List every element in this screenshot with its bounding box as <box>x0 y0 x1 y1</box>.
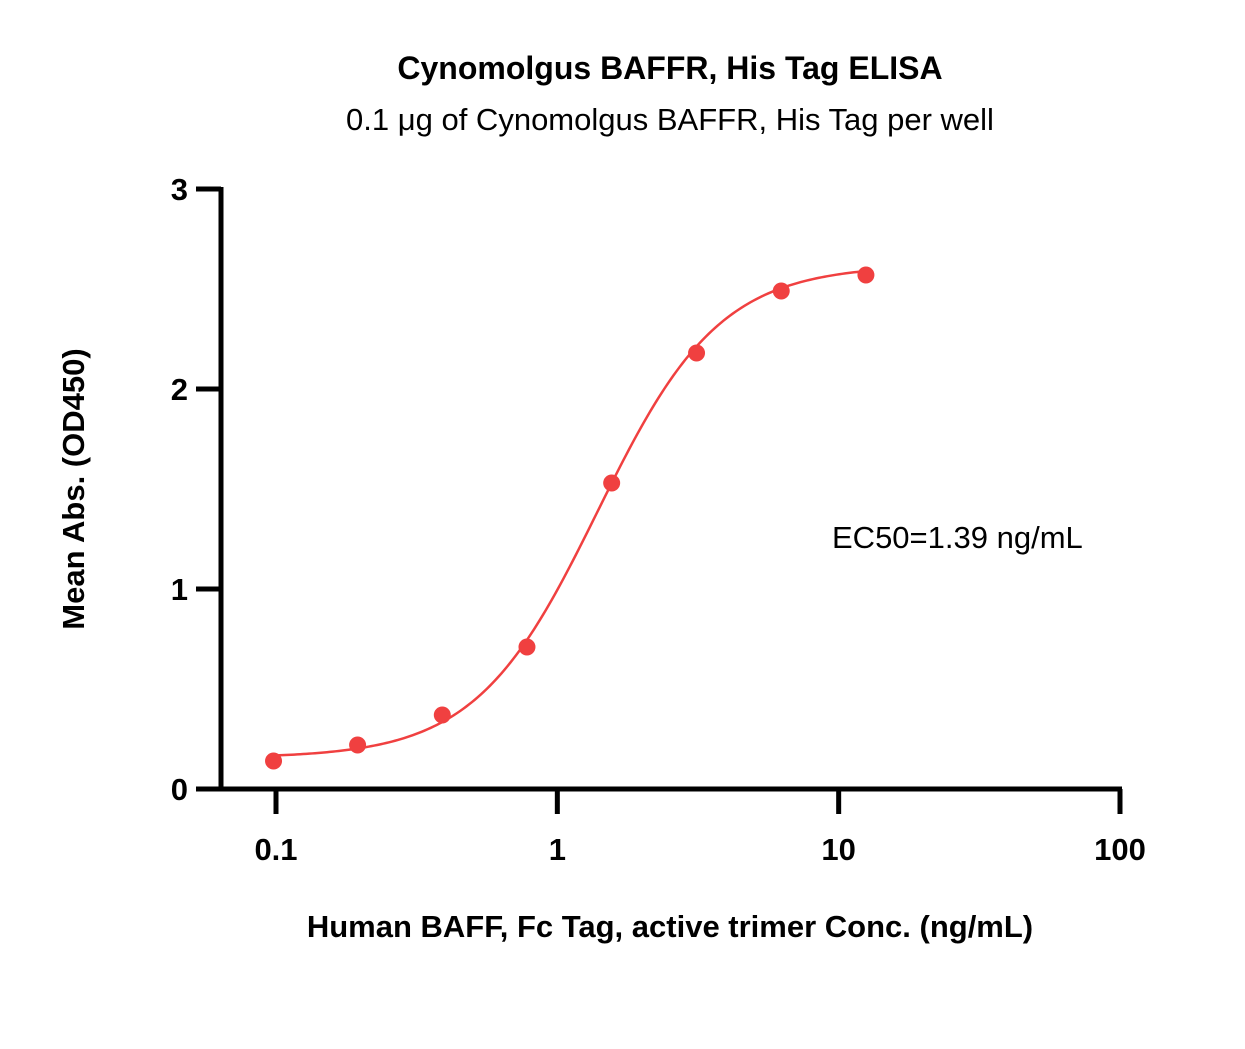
x-axis: 0.1 1 10 100 <box>219 786 1146 867</box>
data-point <box>857 266 875 284</box>
x-tick-label: 10 <box>821 832 855 867</box>
data-points-layer <box>265 266 875 770</box>
data-point <box>603 474 621 492</box>
data-point <box>772 282 790 300</box>
fit-curve <box>273 269 867 757</box>
y-axis: 0 1 2 3 <box>171 172 224 807</box>
data-point <box>265 752 283 770</box>
y-tick-label: 1 <box>171 572 188 607</box>
x-axis-label: Human BAFF, Fc Tag, active trimer Conc. … <box>307 909 1033 944</box>
y-tick-label: 0 <box>171 772 188 807</box>
chart-subtitle: 0.1 μg of Cynomolgus BAFFR, His Tag per … <box>346 102 994 137</box>
x-tick-label: 1 <box>549 832 566 867</box>
y-tick-label: 2 <box>171 372 188 407</box>
ec50-annotation: EC50=1.39 ng/mL <box>832 520 1083 555</box>
data-point <box>518 638 536 656</box>
chart-title: Cynomolgus BAFFR, His Tag ELISA <box>397 50 942 86</box>
y-tick-label: 3 <box>171 172 188 207</box>
x-tick-label: 0.1 <box>254 832 297 867</box>
x-tick-label: 100 <box>1094 832 1146 867</box>
y-axis-label: Mean Abs. (OD450) <box>56 348 91 629</box>
fit-curve-layer <box>273 269 867 757</box>
data-point <box>688 344 706 362</box>
data-point <box>433 706 451 724</box>
data-point <box>349 736 367 754</box>
